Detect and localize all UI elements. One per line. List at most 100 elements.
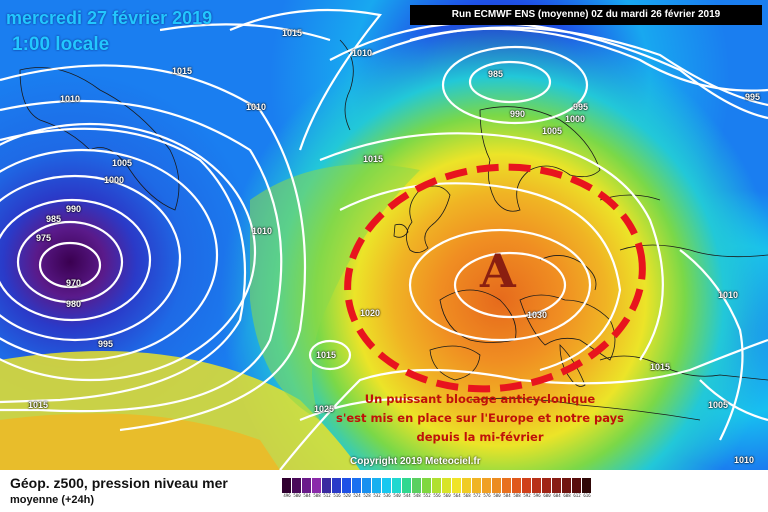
isobar-1015-south (279, 338, 768, 470)
isobar-label: 1015 (28, 400, 49, 410)
scale-tick: 560 (443, 493, 451, 498)
isobar-label: 1000 (104, 175, 125, 185)
isobar-label: 1010 (252, 226, 273, 236)
isobar-985 (0, 174, 182, 342)
scale-swatch (442, 478, 452, 493)
isobar-label: 1015 (316, 350, 337, 360)
isobar-1005 (0, 99, 283, 413)
isobar-label: 1030 (527, 310, 548, 320)
legend-subtitle: moyenne (+24h) (10, 494, 95, 506)
isobar-label: 1015 (282, 28, 303, 38)
isobar-label: 995 (98, 339, 114, 349)
isobar-label: 1020 (360, 308, 381, 318)
scale-tick: 508 (313, 493, 321, 498)
isobar-label: 990 (66, 204, 82, 214)
legend-bar: Géop. z500, pression niveau mer moyenne … (0, 470, 768, 512)
scale-tick: 504 (303, 493, 311, 498)
isobar-1015-mid (319, 132, 664, 361)
isobar-985-north (468, 60, 552, 104)
color-scale-swatches (282, 478, 592, 493)
ridge-edge (250, 164, 420, 420)
isobar-label: 1005 (112, 158, 133, 168)
scale-tick: 496 (283, 493, 291, 498)
blocking-annotation: Un puissant blocage anticyclonique s'est… (330, 390, 630, 447)
scale-swatch (582, 478, 592, 493)
scale-swatch (362, 478, 372, 493)
subtropical-ridge-core (0, 413, 280, 470)
scale-swatch (422, 478, 432, 493)
isobar-1030 (453, 251, 567, 319)
annotation-line: depuis la mi-février (416, 430, 544, 444)
isobar-990-north (441, 45, 589, 125)
scale-swatch (412, 478, 422, 493)
map-canvas (0, 0, 768, 470)
scale-swatch (532, 478, 542, 493)
isobar-1015-closed (308, 339, 352, 371)
isobars (0, 8, 768, 470)
legend-title: Géop. z500, pression niveau mer (10, 475, 228, 491)
isobar-label: 995 (573, 102, 589, 112)
high-pressure-marker: A (480, 244, 516, 298)
scale-swatch (452, 478, 462, 493)
annotation-line: s'est mis en place sur l'Europe et notre… (336, 411, 624, 425)
scale-swatch (432, 478, 442, 493)
isobar-1005-north (329, 21, 768, 120)
isobar-1010-north (229, 8, 383, 151)
scale-swatch (472, 478, 482, 493)
scale-swatch (312, 478, 322, 493)
isobar-label: 990 (510, 109, 526, 119)
forecast-date: mercredi 27 février 2019 (6, 8, 213, 28)
color-scale: 496 500 504 508 512 516 520 524 528 532 536 540 544 5… (282, 478, 592, 504)
isobar-1025 (408, 228, 592, 342)
forecast-hour: 1:00 locale (12, 34, 110, 55)
scale-swatch (352, 478, 362, 493)
scale-tick: 532 (373, 493, 381, 498)
blocking-ring (344, 163, 646, 393)
isobar-label: 1015 (650, 362, 671, 372)
isobar-label: 1010 (246, 102, 267, 112)
isobar-label: 1010 (734, 455, 755, 465)
isobar-label: 970 (66, 278, 82, 288)
model-run-label: Run ECMWF ENS (moyenne) 0Z du mardi 26 f… (410, 5, 762, 25)
scale-swatch (282, 478, 292, 493)
annotation-line: Un puissant blocage anticyclonique (364, 392, 596, 406)
scale-tick: 576 (483, 493, 491, 498)
scale-swatch (502, 478, 512, 493)
scale-tick: 512 (323, 493, 331, 498)
isobar-975 (16, 220, 124, 304)
scale-swatch (522, 478, 532, 493)
scale-tick: 536 (383, 493, 391, 498)
isobar-label: 1010 (352, 48, 373, 58)
isobar-label: 1005 (708, 400, 729, 410)
isobar-1000-north (369, 26, 768, 107)
scale-tick: 568 (463, 493, 471, 498)
scale-swatch (392, 478, 402, 493)
scale-swatch (562, 478, 572, 493)
scale-tick: 616 (583, 493, 591, 498)
scale-tick: 612 (573, 493, 581, 498)
isobar-label: 1015 (363, 154, 384, 164)
isobar-label: 975 (36, 233, 52, 243)
scale-tick: 600 (543, 493, 551, 498)
scale-swatch (512, 478, 522, 493)
scale-tick: 544 (403, 493, 411, 498)
isobar-1000 (0, 127, 246, 404)
scale-swatch (302, 478, 312, 493)
scale-swatch (552, 478, 562, 493)
isobar-1010-west (0, 64, 307, 432)
isobar-1015-north (159, 23, 331, 42)
scale-tick: 564 (453, 493, 461, 498)
scale-swatch (332, 478, 342, 493)
scale-swatch (482, 478, 492, 493)
forecast-map: mercredi 27 février 2019 1:00 locale Run… (0, 0, 768, 470)
scale-swatch (492, 478, 502, 493)
isobar-980 (0, 198, 152, 322)
isobar-label: 985 (488, 69, 504, 79)
scale-swatch (292, 478, 302, 493)
scale-swatch (322, 478, 332, 493)
isobar-label: 1005 (542, 126, 563, 136)
scale-swatch (402, 478, 412, 493)
scale-tick: 584 (503, 493, 511, 498)
scale-swatch (342, 478, 352, 493)
